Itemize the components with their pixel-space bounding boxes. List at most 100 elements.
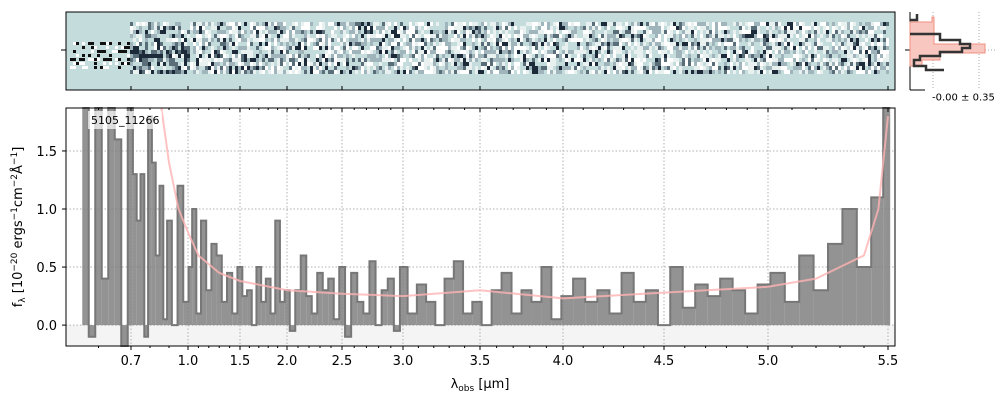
data-bar (609, 313, 622, 326)
data-bar (227, 272, 233, 326)
data-bar (167, 220, 172, 326)
main-plot: 0.7 1.0 1.5 2.0 2.5 3.0 3.5 4.0 4.5 5.0 5.5 0.0 0.5… (10, 49, 899, 394)
data-bar (295, 290, 301, 326)
x-axis-label: λobs [μm] (451, 377, 510, 394)
data-bar (206, 290, 212, 326)
data-bar (132, 174, 137, 326)
data-bar (306, 296, 312, 326)
data-bar (159, 185, 164, 326)
model-line (160, 107, 889, 300)
x-tick-label: 5.5 (878, 354, 899, 369)
data-bar (521, 290, 532, 326)
data-bar (357, 301, 364, 326)
data-bar (551, 319, 562, 326)
data-bar (444, 278, 454, 326)
data-bar (328, 278, 334, 326)
data-bar (192, 209, 197, 326)
data-bar (237, 267, 243, 326)
data-bar (573, 278, 586, 326)
data-bar (745, 313, 758, 326)
data-bar (842, 209, 857, 326)
data-bar (645, 290, 658, 326)
data-bar (82, 108, 89, 326)
data-bar (101, 278, 109, 326)
data-bar (695, 284, 708, 326)
data-bar (757, 284, 771, 326)
x-tick-label: 3.0 (393, 354, 414, 369)
data-bar (491, 290, 502, 326)
x-tick-label: 1.5 (230, 354, 251, 369)
x-tick-label: 4.0 (553, 354, 574, 369)
data-step-line (82, 107, 891, 347)
data-bar (732, 290, 746, 326)
data-bar (856, 267, 872, 326)
x-tick-label: 5.0 (758, 354, 779, 369)
y-tick-label: 0.0 (36, 319, 57, 334)
data-bar (148, 116, 152, 326)
histogram-data (910, 14, 972, 72)
data-bar (247, 290, 252, 326)
data-bar (201, 220, 207, 326)
y-tick-label: 1.0 (36, 203, 57, 218)
data-bar (322, 290, 329, 326)
data-bar (682, 307, 696, 326)
data-bar (670, 267, 683, 326)
data-bar (511, 313, 522, 326)
data-bar (561, 296, 574, 326)
data-bar (95, 108, 102, 326)
data-bar (345, 325, 352, 337)
y-tick-label: 0.5 (36, 261, 57, 276)
x-tick-label: 3.5 (470, 354, 491, 369)
data-bar (784, 301, 800, 326)
x-tick-label: 2.0 (277, 354, 298, 369)
data-bar (871, 197, 884, 326)
data-bar (211, 243, 217, 326)
data-bar (463, 313, 473, 326)
data-bar (216, 255, 222, 326)
data-bar (177, 185, 184, 326)
data-bar (597, 290, 610, 326)
twod-spectrum-panel (65, 11, 896, 91)
data-bar (155, 255, 160, 326)
data-bar (284, 290, 290, 326)
data-bar (531, 301, 542, 326)
data-bar (351, 272, 358, 326)
data-bar (799, 255, 814, 326)
data-bar (633, 301, 646, 326)
twod-spectrum-pixels (70, 22, 889, 74)
data-bar (317, 272, 323, 326)
data-bar (196, 313, 201, 326)
histogram-label: -0.00 ± 0.35 (932, 92, 995, 103)
data-bar (501, 272, 512, 326)
data-bar (114, 139, 122, 326)
data-bar (136, 220, 141, 326)
data-bar (707, 296, 721, 326)
data-bar (369, 261, 376, 326)
data-bar (393, 325, 400, 331)
data-bar (108, 108, 115, 326)
object-label: 5105_11266 (91, 114, 160, 127)
data-bar (828, 243, 843, 326)
x-tick-label: 4.5 (654, 354, 675, 369)
x-tick-label: 1.0 (178, 354, 199, 369)
data-bar (453, 261, 464, 326)
data-bar (188, 267, 193, 326)
data-bar (265, 278, 271, 326)
data-bar (121, 325, 128, 346)
x-tick-label: 2.5 (332, 354, 353, 369)
data-bar (339, 267, 346, 326)
data-bar (720, 278, 733, 326)
data-bar (311, 313, 318, 326)
data-bar (127, 108, 133, 326)
data-bar (472, 301, 482, 326)
data-bar (333, 319, 340, 326)
data-bar (387, 278, 394, 326)
data-bar (300, 255, 307, 326)
data-bar (183, 301, 189, 326)
data-bar (261, 301, 266, 326)
data-bar (256, 267, 262, 326)
y-axis-label: fλ [10−20 ergs−1cm−2Å−1] (10, 147, 28, 308)
data-bar (585, 301, 598, 326)
data-bar (381, 290, 388, 326)
